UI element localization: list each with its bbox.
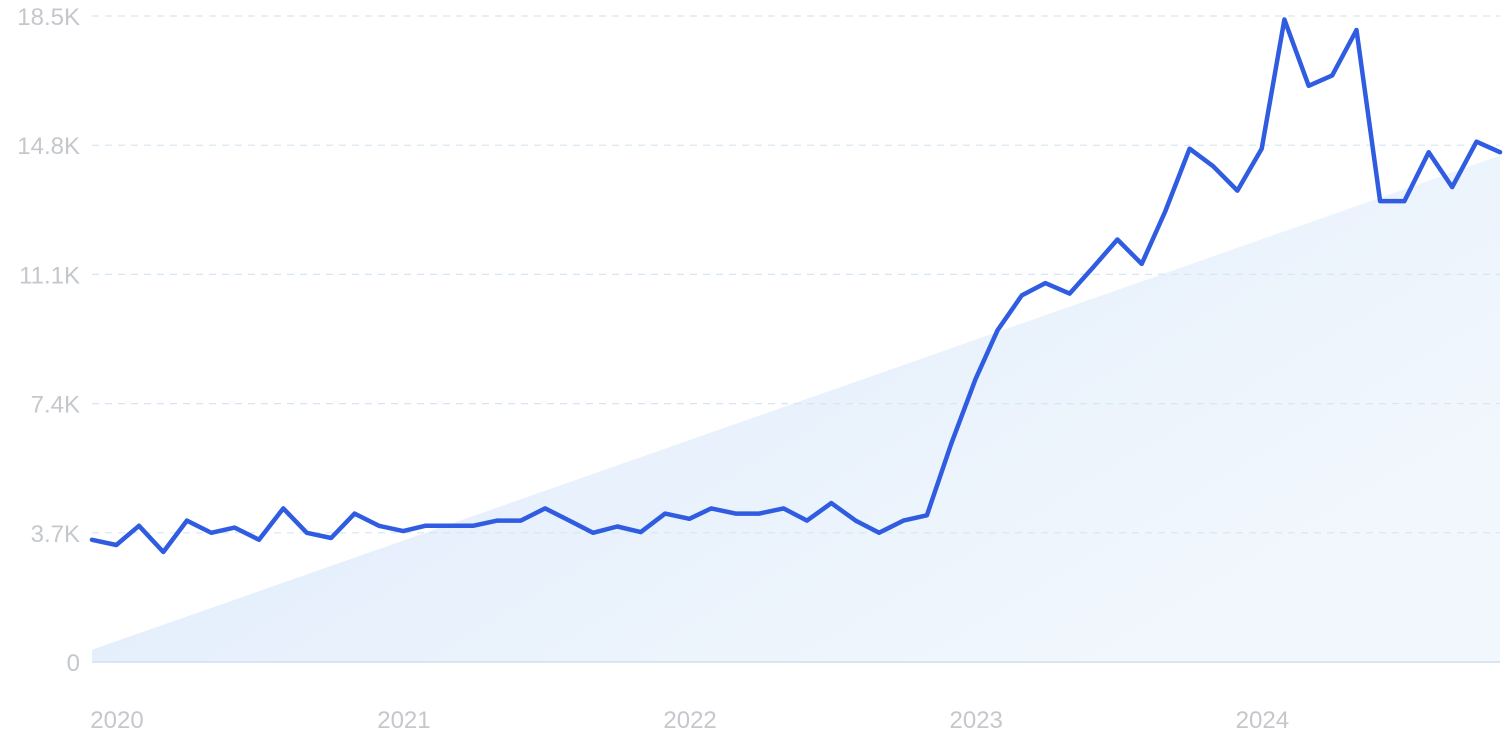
series-line: [89, 17, 1503, 555]
x-tick-label: 2022: [663, 707, 716, 734]
x-tick-label: 2021: [377, 707, 430, 734]
y-tick-label: 0: [67, 650, 80, 677]
x-tick-label: 2020: [90, 707, 143, 734]
y-axis-ticks: 0 3.7K 7.4K 11.1K 14.8K 18.5K: [17, 4, 80, 677]
trend-area-layer: [92, 155, 1500, 663]
x-tick-label: 2024: [1236, 707, 1289, 734]
gridlines: [92, 15, 1500, 663]
y-tick-label: 18.5K: [17, 4, 80, 31]
series-layer: [89, 17, 1503, 555]
x-tick-label: 2023: [950, 707, 1003, 734]
y-tick-label: 3.7K: [31, 521, 80, 548]
trend-area: [92, 155, 1500, 663]
x-axis-ticks: 2020 2021 2022 2023 2024: [90, 707, 1289, 734]
y-tick-label: 7.4K: [31, 392, 80, 419]
y-tick-label: 14.8K: [17, 133, 80, 160]
y-tick-label: 11.1K: [19, 262, 80, 289]
